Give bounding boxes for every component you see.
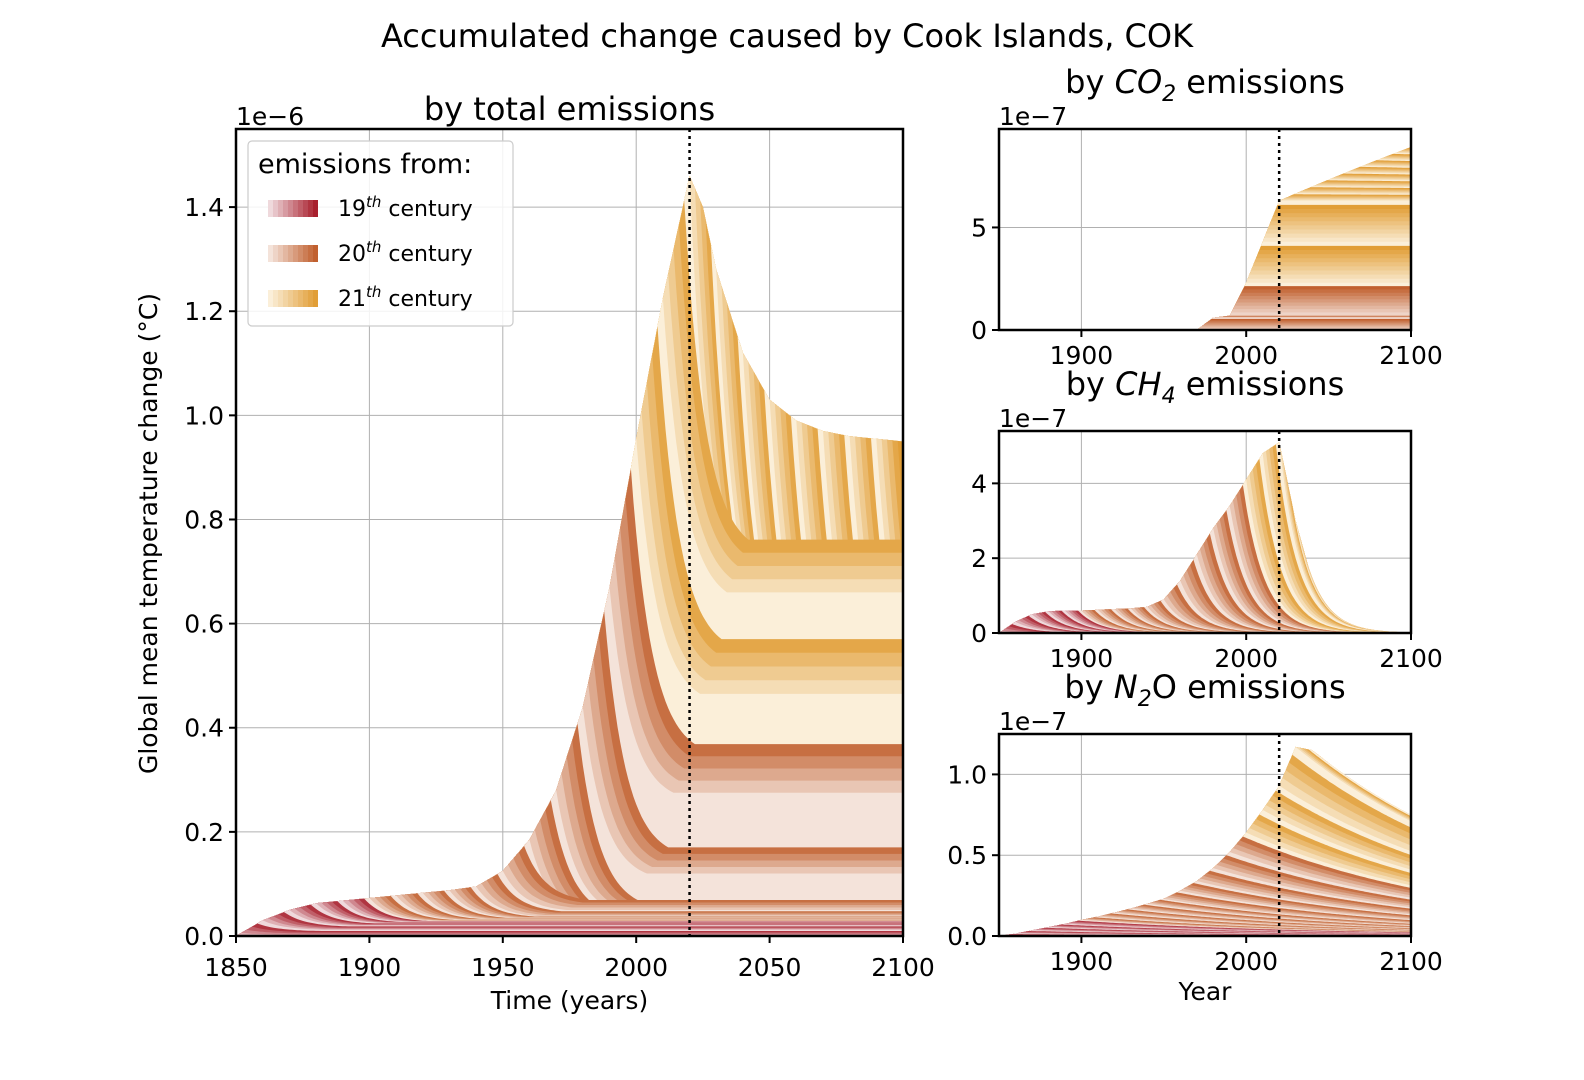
x-tick-label: 2100 bbox=[871, 953, 935, 982]
x-tick-label: 1900 bbox=[1050, 341, 1114, 370]
plot-frame bbox=[997, 732, 1413, 938]
y-tick-label: 0.6 bbox=[184, 610, 224, 639]
x-tick-label: 1900 bbox=[338, 953, 402, 982]
x-tick-label: 2100 bbox=[1379, 341, 1443, 370]
x-tick-label: 1900 bbox=[1050, 947, 1114, 976]
y-tick-label: 0.2 bbox=[184, 818, 224, 847]
stacked-bands bbox=[999, 442, 1411, 633]
y-tick-label: 0.4 bbox=[184, 714, 224, 743]
panel-title: by CO2 emissions bbox=[1065, 63, 1345, 107]
y-tick-label: 0 bbox=[971, 316, 987, 345]
plot-frame bbox=[234, 127, 905, 938]
x-tick-label: 2100 bbox=[1379, 644, 1443, 673]
y-tick-label: 0.5 bbox=[947, 841, 987, 870]
y-tick-label: 1.0 bbox=[184, 401, 224, 430]
n2o-emissions-panel: 1900 2000 2100 0.0 0.5 1.0 1e−7by N2O emission… bbox=[947, 668, 1443, 1006]
y-tick-label: 1.2 bbox=[184, 297, 224, 326]
x-tick-label: 2000 bbox=[1214, 644, 1278, 673]
x-tick-label: 2000 bbox=[604, 953, 668, 982]
stacked-bands bbox=[999, 146, 1411, 330]
y-tick-label: 2 bbox=[971, 544, 987, 573]
legend-title: emissions from: bbox=[258, 149, 472, 180]
y-tick-label: 4 bbox=[971, 469, 987, 498]
x-tick-label: 2050 bbox=[738, 953, 802, 982]
legend-label: 20th century bbox=[338, 238, 473, 267]
x-tick-label: 1900 bbox=[1050, 644, 1114, 673]
plot-frame bbox=[997, 127, 1413, 332]
x-axis-label: Year bbox=[1178, 977, 1233, 1006]
emission-band bbox=[999, 442, 1411, 633]
legend-swatch bbox=[268, 200, 318, 217]
y-tick-label: 0.0 bbox=[947, 922, 987, 951]
x-tick-label: 2000 bbox=[1214, 947, 1278, 976]
offset-text: 1e−7 bbox=[999, 707, 1067, 736]
total-emissions-panel: 1850 1900 1950 2000 2050 2100 0.0 0.2 0.4 0.6 0.8 1… bbox=[134, 90, 935, 1015]
legend-swatch bbox=[268, 290, 318, 307]
figure-title: Accumulated change caused by Cook Island… bbox=[381, 17, 1194, 55]
panel-title: by CH4 emissions bbox=[1066, 365, 1345, 409]
offset-text: 1e−6 bbox=[236, 102, 304, 131]
panel-title: by N2O emissions bbox=[1064, 668, 1345, 712]
emission-band bbox=[236, 929, 903, 936]
legend-label: 21th century bbox=[338, 283, 473, 312]
plot-frame bbox=[997, 429, 1413, 635]
co2-emissions-panel: 1900 2000 2100 0 5 1e−7by CO2 emissions bbox=[971, 63, 1443, 370]
legend-label: 19th century bbox=[338, 193, 473, 222]
legend: emissions from: 19th century 20th century… bbox=[247, 140, 514, 327]
x-tick-label: 2100 bbox=[1379, 947, 1443, 976]
legend-box bbox=[247, 140, 514, 327]
x-tick-label: 2000 bbox=[1214, 341, 1278, 370]
y-tick-label: 0.8 bbox=[184, 505, 224, 534]
offset-text: 1e−7 bbox=[999, 102, 1067, 131]
y-tick-label: 0.0 bbox=[184, 922, 224, 951]
x-axis-label: Time (years) bbox=[490, 986, 648, 1015]
legend-swatch bbox=[268, 245, 318, 262]
ch4-emissions-panel: 1900 2000 2100 0 2 4 1e−7by CH4 emissions bbox=[971, 365, 1443, 673]
emission-band bbox=[999, 610, 1411, 633]
y-tick-label: 0 bbox=[971, 619, 987, 648]
offset-text: 1e−7 bbox=[999, 404, 1067, 433]
x-tick-label: 1950 bbox=[471, 953, 535, 982]
stacked-bands bbox=[236, 175, 903, 936]
y-axis-label: Global mean temperature change (°C) bbox=[134, 293, 163, 774]
stacked-bands bbox=[999, 746, 1411, 936]
panel-title: by total emissions bbox=[424, 90, 715, 128]
y-tick-label: 1.4 bbox=[184, 193, 224, 222]
y-tick-label: 5 bbox=[971, 213, 987, 242]
x-tick-label: 1850 bbox=[204, 953, 268, 982]
y-tick-label: 1.0 bbox=[947, 760, 987, 789]
